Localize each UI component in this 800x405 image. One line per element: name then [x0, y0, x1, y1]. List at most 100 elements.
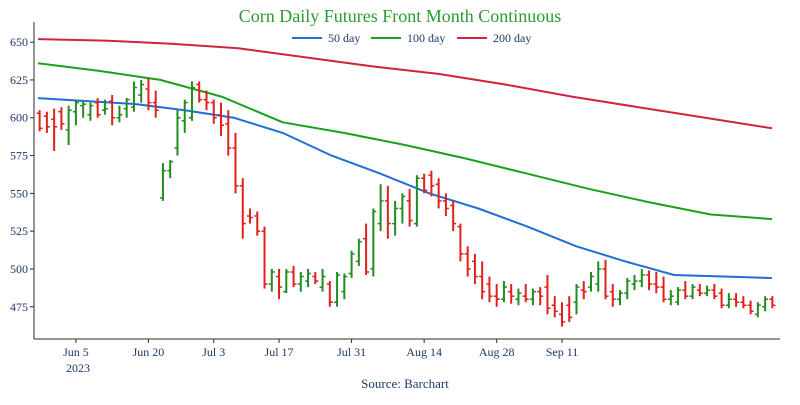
ohlc-bar [181, 99, 188, 133]
ohlc-bar [80, 101, 87, 118]
ohlc-bar [725, 293, 732, 309]
ohlc-bar [500, 281, 507, 303]
y-tick-label: 600 [10, 111, 28, 125]
ohlc-bar [696, 284, 703, 297]
legend-label-100-day: 100 day [407, 31, 445, 45]
x-tick-label: Jul 3 [202, 345, 225, 359]
ohlc-bar [348, 250, 355, 279]
ohlc-bar [544, 275, 551, 315]
ohlc-bar [392, 200, 399, 236]
legend: 50 day 100 day 200 day [292, 31, 531, 45]
ohlc-bar [116, 105, 123, 123]
ohlc-bar [667, 290, 674, 306]
legend-label-50-day: 50 day [328, 31, 360, 45]
ohlc-bar [174, 110, 181, 156]
ohlc-bar [232, 132, 239, 194]
chart-title: Corn Daily Futures Front Month Continuou… [239, 6, 562, 26]
ohlc-bar [188, 81, 195, 121]
ohlc-bar [573, 284, 580, 315]
ohlc-bar [464, 246, 471, 277]
x-tick-label: Aug 14 [406, 345, 442, 359]
ohlc-bar [203, 90, 210, 111]
moving-average-lines [37, 38, 773, 279]
ohlc-bar [276, 268, 283, 300]
ohlc-bar [94, 98, 101, 118]
ohlc-bar [646, 270, 653, 291]
ohlc-bar [341, 273, 348, 300]
ohlc-bar [51, 108, 58, 152]
ma-line-50-day [37, 97, 773, 279]
ohlc-bar [602, 259, 609, 300]
ohlc-bar [754, 302, 761, 318]
ohlc-bar [413, 175, 420, 227]
ohlc-bar [588, 271, 594, 292]
ohlc-bar [508, 284, 515, 304]
ohlc-bar [711, 284, 718, 300]
ohlc-bar [479, 261, 486, 300]
ohlc-bar [290, 265, 297, 288]
ma-line-100-day [37, 62, 773, 221]
ohlc-bar [138, 79, 145, 103]
ohlc-bar [421, 173, 428, 194]
ohlc-bar [450, 200, 457, 232]
ohlc-bar [363, 223, 370, 276]
y-tick-label: 625 [10, 73, 28, 87]
ohlc-bar [486, 276, 493, 303]
ohlc-bar [595, 261, 602, 292]
ohlc-bar [43, 111, 50, 133]
y-tick-label: 525 [10, 224, 28, 238]
ohlc-bar [660, 276, 667, 303]
ohlc-bar [130, 81, 137, 112]
ohlc-bar [653, 271, 660, 294]
ohlc-bar [704, 285, 711, 297]
ohlc-bar [36, 110, 43, 132]
ohlc-bar [551, 296, 558, 318]
ohlc-bar [254, 211, 261, 236]
y-tick-label: 500 [10, 262, 28, 276]
y-tick-label: 575 [10, 149, 28, 163]
ohlc-bar [261, 226, 268, 289]
ohlc-bar [109, 95, 116, 126]
ohlc-bar [319, 268, 326, 292]
x-tick-label: Aug 28 [479, 345, 515, 359]
ohlc-bar [435, 178, 442, 209]
ohlc-bar [609, 284, 616, 307]
ohlc-bar [769, 296, 776, 309]
ohlc-bar [733, 293, 740, 307]
ohlc-bar [283, 268, 290, 294]
ohlc-bar [529, 288, 536, 306]
x-tick-label: Jun 5 [63, 345, 89, 359]
ohlc-bar [522, 284, 529, 303]
ohlc-bar [58, 107, 65, 130]
ohlc-bar [762, 296, 769, 312]
ohlc-bar [210, 99, 217, 124]
x-tick-label: Sep 11 [546, 345, 579, 359]
ohlc-bar [312, 271, 319, 285]
ohlc-bar [566, 296, 573, 322]
ohlc-bar [72, 99, 79, 126]
ohlc-bar [384, 185, 391, 239]
ohlc-bar [225, 110, 232, 156]
y-tick-label: 475 [10, 300, 28, 314]
ohlc-bar [457, 223, 464, 262]
y-tick-label: 550 [10, 186, 28, 200]
ohlc-bar [355, 238, 362, 266]
ohlc-bar [689, 284, 696, 300]
x-ticks: Jun 5 Jun 20 Jul 3 Jul 17 Jul 31 Aug 14 Aug 28… [63, 339, 578, 359]
ohlc-bar [152, 90, 159, 118]
ohlc-bar [442, 193, 449, 217]
ohlc-bar [747, 300, 754, 315]
ohlc-bar [65, 105, 72, 145]
ohlc-bar [406, 188, 413, 227]
ohlc-bar [297, 271, 304, 292]
x-tick-label: Jul 17 [265, 345, 294, 359]
ohlc-bar [218, 102, 224, 136]
ohlc-bar [399, 193, 406, 224]
ohlc-bar [631, 275, 638, 291]
ohlc-bar [305, 268, 312, 288]
ohlc-bar [428, 170, 435, 197]
ohlc-bar [740, 296, 747, 309]
ohlc-bar [247, 208, 254, 224]
ohlc-bar [145, 78, 152, 111]
